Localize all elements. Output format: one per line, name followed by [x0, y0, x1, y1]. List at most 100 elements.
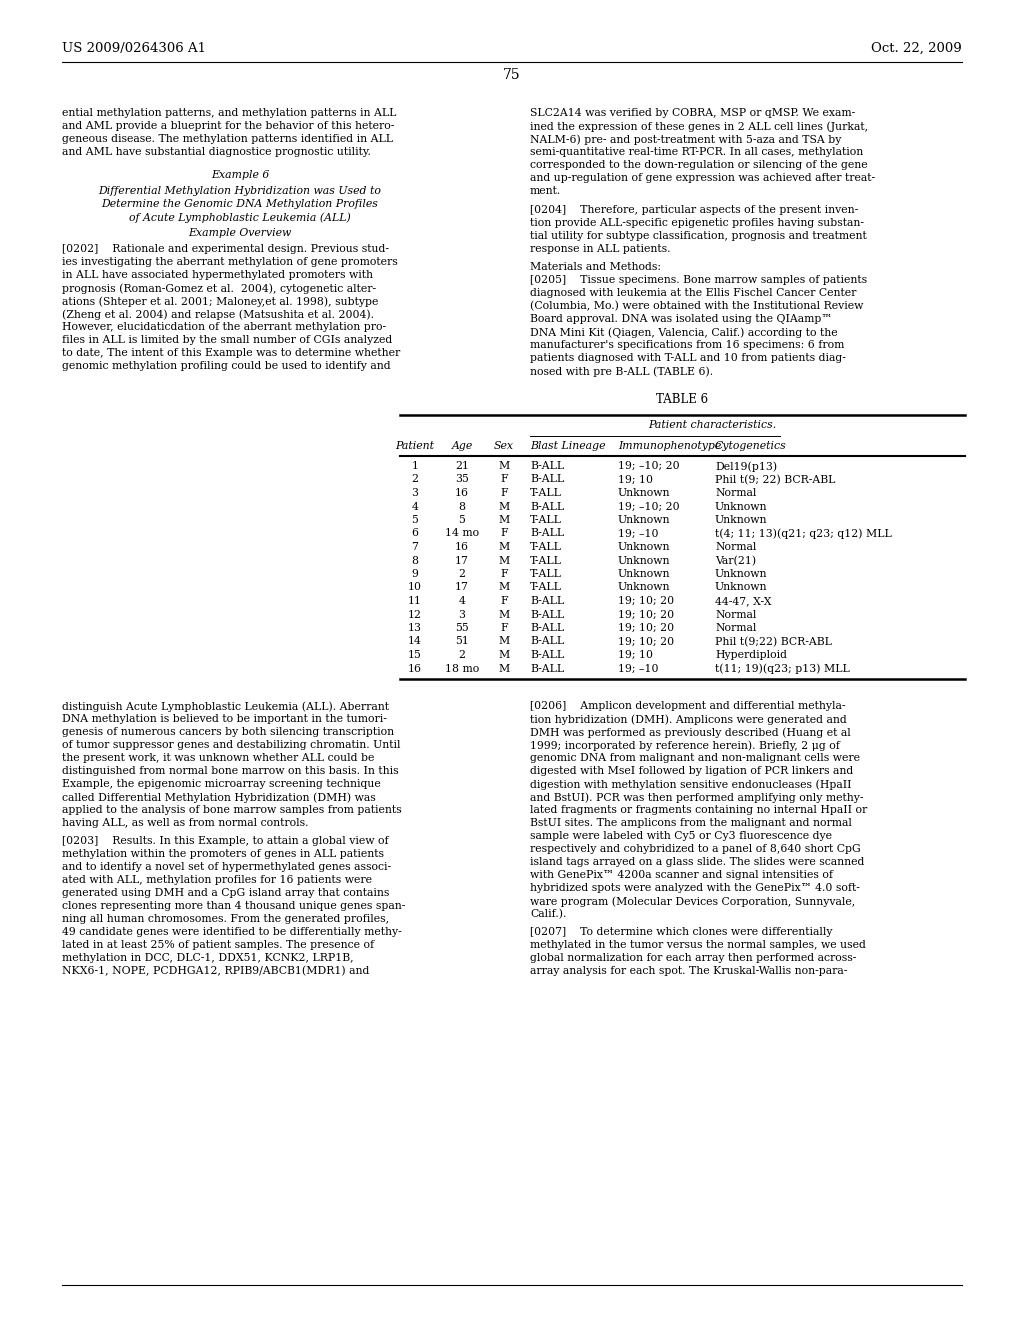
Text: 51: 51	[455, 636, 469, 647]
Text: [0204]    Therefore, particular aspects of the present inven-: [0204] Therefore, particular aspects of …	[530, 205, 858, 215]
Text: B-ALL: B-ALL	[530, 664, 564, 673]
Text: F: F	[500, 597, 508, 606]
Text: 2: 2	[412, 474, 419, 484]
Text: 16: 16	[408, 664, 422, 673]
Text: ware program (Molecular Devices Corporation, Sunnyvale,: ware program (Molecular Devices Corporat…	[530, 896, 855, 907]
Text: DNA Mini Kit (Qiagen, Valencia, Calif.) according to the: DNA Mini Kit (Qiagen, Valencia, Calif.) …	[530, 327, 838, 338]
Text: 16: 16	[455, 488, 469, 498]
Text: Var(21): Var(21)	[715, 556, 756, 566]
Text: applied to the analysis of bone marrow samples from patients: applied to the analysis of bone marrow s…	[62, 805, 401, 814]
Text: 19; 10: 19; 10	[618, 649, 653, 660]
Text: distinguished from normal bone marrow on this basis. In this: distinguished from normal bone marrow on…	[62, 766, 398, 776]
Text: F: F	[500, 488, 508, 498]
Text: Patient characteristics.: Patient characteristics.	[648, 420, 776, 430]
Text: 55: 55	[455, 623, 469, 634]
Text: in ALL have associated hypermethylated promoters with: in ALL have associated hypermethylated p…	[62, 271, 373, 280]
Text: 1: 1	[412, 461, 419, 471]
Text: Cytogenetics: Cytogenetics	[715, 441, 786, 451]
Text: and AML have substantial diagnostice prognostic utility.: and AML have substantial diagnostice pro…	[62, 147, 371, 157]
Text: [0207]    To determine which clones were differentially: [0207] To determine which clones were di…	[530, 927, 833, 937]
Text: [0203]    Results. In this Example, to attain a global view of: [0203] Results. In this Example, to atta…	[62, 836, 389, 846]
Text: 12: 12	[408, 610, 422, 619]
Text: T-ALL: T-ALL	[530, 488, 562, 498]
Text: ment.: ment.	[530, 186, 561, 195]
Text: T-ALL: T-ALL	[530, 515, 562, 525]
Text: NKX6-1, NOPE, PCDHGA12, RPIB9/ABCB1(MDR1) and: NKX6-1, NOPE, PCDHGA12, RPIB9/ABCB1(MDR1…	[62, 966, 370, 977]
Text: 19; –10; 20: 19; –10; 20	[618, 502, 680, 511]
Text: distinguish Acute Lymphoblastic Leukemia (ALL). Aberrant: distinguish Acute Lymphoblastic Leukemia…	[62, 701, 389, 711]
Text: 19; 10; 20: 19; 10; 20	[618, 610, 674, 619]
Text: 3: 3	[459, 610, 466, 619]
Text: 11: 11	[408, 597, 422, 606]
Text: 8: 8	[412, 556, 419, 565]
Text: 7: 7	[412, 543, 419, 552]
Text: Board approval. DNA was isolated using the QIAamp™: Board approval. DNA was isolated using t…	[530, 314, 833, 323]
Text: Unknown: Unknown	[618, 569, 671, 579]
Text: 2: 2	[459, 649, 466, 660]
Text: Unknown: Unknown	[618, 556, 671, 565]
Text: semi-quantitative real-time RT-PCR. In all cases, methylation: semi-quantitative real-time RT-PCR. In a…	[530, 147, 863, 157]
Text: F: F	[500, 528, 508, 539]
Text: 18 mo: 18 mo	[444, 664, 479, 673]
Text: 4: 4	[459, 597, 466, 606]
Text: Unknown: Unknown	[715, 569, 768, 579]
Text: Phil t(9;22) BCR-ABL: Phil t(9;22) BCR-ABL	[715, 636, 831, 647]
Text: M: M	[499, 461, 510, 471]
Text: Phil t(9; 22) BCR-ABL: Phil t(9; 22) BCR-ABL	[715, 474, 836, 484]
Text: and AML provide a blueprint for the behavior of this hetero-: and AML provide a blueprint for the beha…	[62, 121, 394, 131]
Text: SLC2A14 was verified by COBRA, MSP or qMSP. We exam-: SLC2A14 was verified by COBRA, MSP or qM…	[530, 108, 855, 117]
Text: T-ALL: T-ALL	[530, 556, 562, 565]
Text: 19; 10; 20: 19; 10; 20	[618, 597, 674, 606]
Text: M: M	[499, 543, 510, 552]
Text: 13: 13	[408, 623, 422, 634]
Text: Normal: Normal	[715, 488, 757, 498]
Text: 49 candidate genes were identified to be differentially methy-: 49 candidate genes were identified to be…	[62, 927, 401, 937]
Text: prognosis (Roman-Gomez et al.  2004), cytogenetic alter-: prognosis (Roman-Gomez et al. 2004), cyt…	[62, 282, 376, 293]
Text: 4: 4	[412, 502, 419, 511]
Text: corresponded to the down-regulation or silencing of the gene: corresponded to the down-regulation or s…	[530, 160, 867, 170]
Text: patients diagnosed with T-ALL and 10 from patients diag-: patients diagnosed with T-ALL and 10 fro…	[530, 352, 846, 363]
Text: Age: Age	[452, 441, 473, 451]
Text: ined the expression of these genes in 2 ALL cell lines (Jurkat,: ined the expression of these genes in 2 …	[530, 121, 868, 132]
Text: digested with MseI followed by ligation of PCR linkers and: digested with MseI followed by ligation …	[530, 766, 853, 776]
Text: manufacturer's specifications from 16 specimens: 6 from: manufacturer's specifications from 16 sp…	[530, 341, 845, 350]
Text: M: M	[499, 664, 510, 673]
Text: ies investigating the aberrant methylation of gene promoters: ies investigating the aberrant methylati…	[62, 257, 397, 267]
Text: [0205]    Tissue specimens. Bone marrow samples of patients: [0205] Tissue specimens. Bone marrow sam…	[530, 275, 867, 285]
Text: Blast Lineage: Blast Lineage	[530, 441, 605, 451]
Text: (Columbia, Mo.) were obtained with the Institutional Review: (Columbia, Mo.) were obtained with the I…	[530, 301, 863, 312]
Text: B-ALL: B-ALL	[530, 461, 564, 471]
Text: M: M	[499, 556, 510, 565]
Text: and to identify a novel set of hypermethylated genes associ-: and to identify a novel set of hypermeth…	[62, 862, 391, 873]
Text: nosed with pre B-ALL (TABLE 6).: nosed with pre B-ALL (TABLE 6).	[530, 366, 713, 376]
Text: M: M	[499, 582, 510, 593]
Text: NALM-6) pre- and post-treatment with 5-aza and TSA by: NALM-6) pre- and post-treatment with 5-a…	[530, 135, 842, 145]
Text: tial utility for subtype classification, prognosis and treatment: tial utility for subtype classification,…	[530, 231, 866, 242]
Text: Normal: Normal	[715, 543, 757, 552]
Text: Example, the epigenomic microarray screening technique: Example, the epigenomic microarray scree…	[62, 779, 381, 789]
Text: 15: 15	[408, 649, 422, 660]
Text: US 2009/0264306 A1: US 2009/0264306 A1	[62, 42, 206, 55]
Text: methylation in DCC, DLC-1, DDX51, KCNK2, LRP1B,: methylation in DCC, DLC-1, DDX51, KCNK2,…	[62, 953, 353, 964]
Text: called Differential Methylation Hybridization (DMH) was: called Differential Methylation Hybridiz…	[62, 792, 376, 803]
Text: 5: 5	[459, 515, 466, 525]
Text: 6: 6	[412, 528, 419, 539]
Text: clones representing more than 4 thousand unique genes span-: clones representing more than 4 thousand…	[62, 902, 406, 911]
Text: and BstUI). PCR was then performed amplifying only methy-: and BstUI). PCR was then performed ampli…	[530, 792, 863, 803]
Text: Differential Methylation Hybridization was Used to: Differential Methylation Hybridization w…	[98, 186, 381, 195]
Text: generated using DMH and a CpG island array that contains: generated using DMH and a CpG island arr…	[62, 888, 389, 898]
Text: sample were labeled with Cy5 or Cy3 fluorescence dye: sample were labeled with Cy5 or Cy3 fluo…	[530, 832, 831, 841]
Text: B-ALL: B-ALL	[530, 610, 564, 619]
Text: hybridized spots were analyzed with the GenePix™ 4.0 soft-: hybridized spots were analyzed with the …	[530, 883, 860, 894]
Text: 14 mo: 14 mo	[445, 528, 479, 539]
Text: 2: 2	[459, 569, 466, 579]
Text: ations (Shteper et al. 2001; Maloney,et al. 1998), subtype: ations (Shteper et al. 2001; Maloney,et …	[62, 296, 379, 306]
Text: Unknown: Unknown	[715, 582, 768, 593]
Text: [0206]    Amplicon development and differential methyla-: [0206] Amplicon development and differen…	[530, 701, 846, 711]
Text: Immunophenotype: Immunophenotype	[618, 441, 721, 451]
Text: Unknown: Unknown	[618, 488, 671, 498]
Text: 19; –10; 20: 19; –10; 20	[618, 461, 680, 471]
Text: Del19(p13): Del19(p13)	[715, 461, 777, 471]
Text: 3: 3	[412, 488, 419, 498]
Text: 14: 14	[408, 636, 422, 647]
